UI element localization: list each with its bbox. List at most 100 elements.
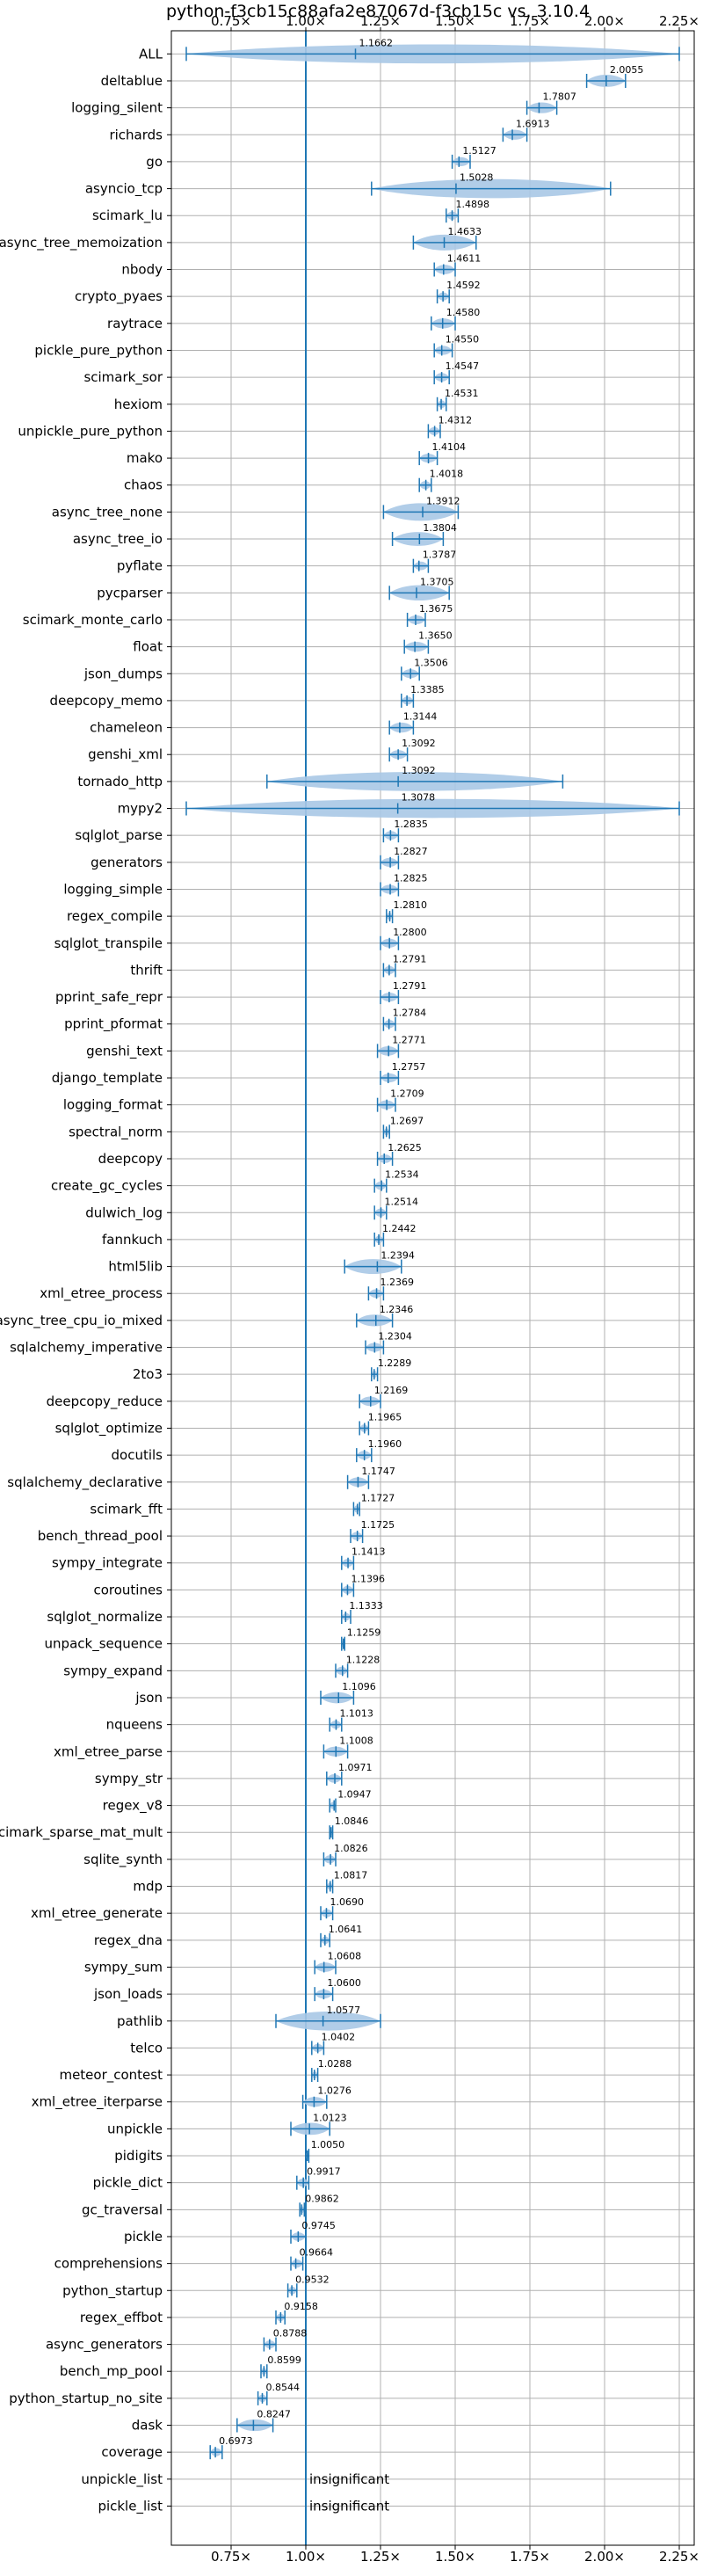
violin-spectral-norm: 1.2697 — [382, 1115, 424, 1139]
y-label-logging-silent: logging_silent — [71, 100, 163, 117]
value-label: 1.2791 — [393, 980, 427, 992]
value-label: 1.4550 — [446, 333, 480, 345]
value-label: 1.2304 — [378, 1331, 412, 1343]
value-label: 1.7807 — [542, 91, 576, 103]
x-tick-label-bottom: 1.25× — [360, 2549, 401, 2565]
y-label-python-startup: python_startup — [62, 2282, 163, 2299]
y-label-sympy-str: sympy_str — [95, 1771, 163, 1787]
value-label: 1.0947 — [337, 1789, 372, 1801]
y-label-sqlglot-parse: sqlglot_parse — [75, 827, 163, 844]
y-label-scimark-sparse-mat-mult: scimark_sparse_mat_mult — [0, 1824, 163, 1841]
value-label: 1.3787 — [423, 549, 457, 561]
value-label: 1.2800 — [393, 927, 427, 938]
x-tick-label-top: 2.25× — [659, 13, 699, 29]
value-label: 1.2697 — [390, 1115, 424, 1126]
violin-crypto-pyaes: 1.4592 — [436, 280, 481, 304]
insignificant-label: insignificant — [309, 2498, 389, 2514]
y-label-thrift: thrift — [130, 962, 163, 978]
y-label-pickle: pickle — [124, 2229, 163, 2245]
y-label-sqlglot-normalize: sqlglot_normalize — [47, 1609, 163, 1626]
violin-python-startup-no-site: 0.8544 — [257, 2382, 300, 2405]
violin-django-template: 1.2757 — [380, 1061, 425, 1086]
violin-coroutines: 1.1396 — [341, 1573, 385, 1597]
y-label-sympy-expand: sympy_expand — [63, 1663, 163, 1679]
value-label: 1.1333 — [349, 1600, 383, 1612]
violin-pathlib: 1.0577 — [275, 2005, 381, 2031]
y-label-sqlalchemy-declarative: sqlalchemy_declarative — [7, 1474, 163, 1491]
value-label: 1.0690 — [330, 1896, 364, 1908]
y-label-deepcopy-reduce: deepcopy_reduce — [47, 1394, 163, 1410]
value-label: 1.3675 — [419, 603, 453, 615]
violin-async-tree-io: 1.3804 — [391, 522, 457, 547]
y-label-scimark-fft: scimark_fft — [90, 1501, 163, 1517]
y-label-mako: mako — [127, 450, 163, 466]
y-label-asyncio-tcp: asyncio_tcp — [85, 181, 163, 198]
y-label-pickle-list: pickle_list — [98, 2498, 163, 2514]
value-label: 1.3078 — [402, 792, 436, 804]
violin-create-gc-cycles: 1.2534 — [373, 1169, 419, 1193]
y-label-spectral-norm: spectral_norm — [69, 1124, 163, 1140]
x-tick-label-top: 2.00× — [584, 13, 625, 29]
y-label-go: go — [146, 154, 163, 170]
value-label: 1.2827 — [394, 846, 428, 857]
y-label-regex-compile: regex_compile — [67, 908, 163, 925]
y-label-xml-etree-iterparse: xml_etree_iterparse — [32, 2094, 163, 2111]
x-tick-label-bottom: 0.75× — [211, 2549, 251, 2565]
violin-logging-silent: 1.7807 — [525, 91, 576, 115]
value-label: 1.1965 — [368, 1411, 402, 1423]
x-tick-label-top: 1.75× — [510, 13, 550, 29]
value-label: 1.3912 — [426, 495, 460, 506]
violin-sqlglot-parse: 1.2835 — [382, 819, 428, 843]
value-label: 1.2514 — [384, 1196, 418, 1207]
y-label-float: float — [133, 639, 163, 655]
y-label-chameleon: chameleon — [90, 720, 163, 736]
value-label: 1.5028 — [460, 172, 494, 184]
y-label-pprint-safe-repr: pprint_safe_repr — [55, 989, 163, 1006]
y-label-mypy2: mypy2 — [118, 801, 163, 817]
violin-coverage: 0.6973 — [209, 2435, 253, 2460]
y-label-json: json — [134, 1690, 163, 1706]
y-label-xml-etree-process: xml_etree_process — [40, 1285, 163, 1302]
violin-scimark-monte-carlo: 1.3675 — [406, 603, 453, 627]
value-label: 0.8544 — [265, 2382, 300, 2393]
violin-chameleon: 1.3144 — [388, 711, 437, 735]
value-label: 1.2394 — [380, 1250, 415, 1262]
x-tick-label-bottom: 2.00× — [584, 2549, 625, 2565]
violin-deepcopy-reduce: 1.2169 — [359, 1385, 408, 1408]
value-label: 1.4633 — [448, 226, 482, 237]
value-label: 1.2791 — [393, 953, 427, 964]
value-label: 1.1013 — [339, 1708, 373, 1720]
y-label-comprehensions: comprehensions — [54, 2256, 163, 2272]
y-label-json-dumps: json_dumps — [83, 666, 163, 682]
value-label: 1.3650 — [418, 630, 452, 642]
violin-pycparser: 1.3705 — [388, 576, 453, 601]
y-label-sqlite-synth: sqlite_synth — [83, 1852, 163, 1868]
y-label-regex-effbot: regex_effbot — [80, 2310, 163, 2326]
y-label-pycparser: pycparser — [97, 585, 163, 600]
y-label-gc-traversal: gc_traversal — [82, 2201, 163, 2218]
violin-unpickle-pure-python: 1.4312 — [427, 414, 472, 439]
y-label-regex-dna: regex_dna — [94, 1932, 163, 1949]
value-label: 1.2625 — [388, 1142, 422, 1153]
value-label: 1.2784 — [393, 1008, 427, 1019]
value-label: 0.9532 — [295, 2274, 330, 2285]
y-label-meteor-contest: meteor_contest — [59, 2067, 163, 2084]
y-label-chaos: chaos — [124, 477, 163, 493]
value-label: 0.8247 — [257, 2409, 291, 2420]
violin-fannkuch: 1.2442 — [373, 1223, 417, 1247]
violin-json-dumps: 1.3506 — [401, 657, 448, 681]
y-label-logging-simple: logging_simple — [63, 881, 163, 898]
value-label: 0.9917 — [307, 2166, 341, 2178]
y-label-deepcopy-memo: deepcopy_memo — [50, 693, 163, 709]
violin-pyflate: 1.3787 — [412, 549, 457, 573]
violin-json: 1.1096 — [320, 1681, 376, 1705]
axes: 0.75× 0.75× 1.00× 1.00× 1.25× 1.25× 1.50× 1.50×… — [167, 13, 699, 2565]
y-label-bench-thread-pool: bench_thread_pool — [38, 1528, 163, 1545]
violin-nqueens: 1.1013 — [329, 1708, 373, 1732]
y-label-sqlglot-optimize: sqlglot_optimize — [55, 1420, 163, 1437]
value-label: 1.2289 — [378, 1357, 412, 1369]
value-label: 1.4580 — [446, 307, 480, 318]
violin-chaos: 1.4018 — [418, 469, 463, 492]
value-label: 1.0050 — [311, 2139, 345, 2150]
